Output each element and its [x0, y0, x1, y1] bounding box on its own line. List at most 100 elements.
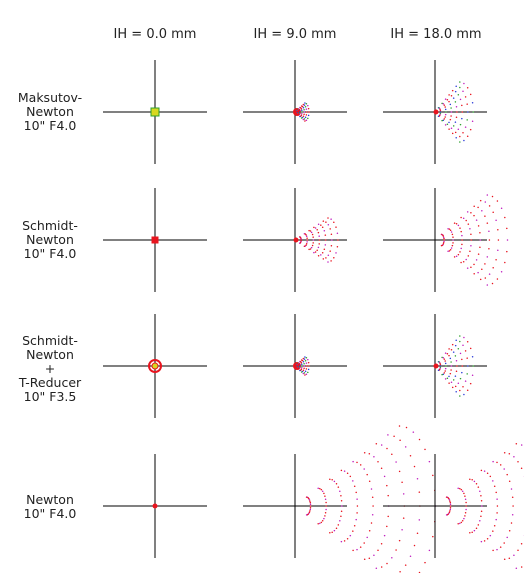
spot-point — [496, 200, 499, 202]
spot-point — [453, 256, 456, 258]
spot-point — [320, 254, 322, 256]
spot-point — [449, 508, 452, 511]
spot-point — [418, 438, 421, 441]
spot-point — [320, 521, 323, 524]
spot-point — [301, 359, 304, 362]
spot-point — [307, 371, 309, 374]
spot-point — [297, 368, 300, 370]
spot-point — [477, 225, 480, 227]
spot-point — [368, 557, 371, 560]
spot-point — [449, 500, 451, 502]
spot-point — [499, 546, 502, 548]
spot-point — [439, 366, 442, 369]
spot-point — [449, 357, 452, 360]
spot-point — [461, 234, 463, 237]
spot-point — [352, 480, 354, 482]
spot-point — [492, 460, 494, 463]
spot-point — [327, 254, 330, 257]
spot-point — [462, 217, 465, 220]
spot-point — [303, 365, 306, 367]
spot-point — [418, 519, 421, 521]
spot-point — [452, 97, 455, 99]
spot-point — [428, 549, 431, 552]
spot-point — [496, 505, 499, 507]
spot-point — [439, 109, 442, 112]
spot-point — [465, 505, 467, 507]
spot-point — [300, 117, 303, 119]
spot-point — [473, 529, 476, 532]
spot-point — [308, 365, 310, 367]
spot-point — [448, 354, 450, 357]
spot-point — [432, 535, 434, 538]
spot-point — [330, 233, 333, 235]
spot-point — [506, 227, 508, 230]
row-label-schmidt-newton-reducer: Schmidt- Newton + T-Reducer 10" F3.5 — [18, 333, 82, 404]
spot-point — [450, 369, 452, 371]
spot-point — [409, 555, 412, 558]
spot-point — [401, 481, 403, 483]
spot-point — [444, 98, 447, 100]
spot-point — [352, 460, 354, 463]
spot-point — [446, 377, 449, 379]
spot-point — [416, 478, 419, 480]
spot-point — [454, 101, 457, 103]
spot-point — [457, 382, 460, 385]
spot-point — [307, 104, 309, 107]
spot-point — [479, 246, 481, 249]
spot-point — [469, 347, 472, 350]
spot-point — [520, 566, 523, 568]
spot-point — [492, 549, 494, 552]
spot-point — [471, 101, 474, 104]
spot-point — [301, 112, 303, 115]
spot-point — [336, 246, 339, 248]
spot-point — [488, 273, 491, 275]
spot-point — [316, 229, 318, 231]
spot-point — [320, 224, 322, 226]
column-header-ih-18: IH = 18.0 mm — [390, 27, 482, 42]
spot-point — [448, 94, 450, 96]
spot-point — [473, 273, 475, 275]
spot-point — [437, 115, 440, 118]
spot-point — [308, 511, 311, 514]
spot-point — [488, 239, 491, 241]
spot-point — [455, 222, 458, 225]
spot-point — [305, 514, 308, 516]
spot-point — [309, 248, 312, 250]
spot-point — [506, 473, 508, 476]
spot-point — [470, 245, 472, 247]
spot-point — [460, 230, 462, 233]
spot-point — [466, 135, 469, 138]
spot-point — [306, 237, 308, 239]
spot-point — [309, 505, 312, 507]
spot-point — [317, 231, 320, 234]
spot-point — [517, 549, 519, 552]
spot-point — [386, 447, 388, 450]
spot-point — [459, 340, 461, 343]
spot-point — [515, 567, 518, 569]
spot-point — [339, 520, 341, 522]
spot-point — [383, 475, 386, 478]
spot-point — [447, 250, 449, 253]
spot-point — [449, 505, 452, 507]
spot-point — [464, 126, 467, 128]
spot-point — [305, 373, 308, 376]
spot-point — [359, 546, 362, 548]
spot-point — [459, 395, 461, 397]
spot-point — [488, 230, 490, 233]
spot-point — [452, 351, 455, 353]
spot-point — [445, 365, 447, 367]
spot-point — [450, 111, 453, 113]
spot-point — [368, 452, 371, 455]
spot-point — [363, 542, 365, 544]
spot-point — [337, 524, 340, 526]
spot-point — [461, 239, 463, 241]
spot-point — [375, 443, 378, 445]
spot-point — [480, 540, 483, 543]
spot-point — [444, 362, 447, 365]
spot-point — [317, 523, 319, 525]
spot-point — [439, 108, 441, 111]
spot-point — [483, 470, 486, 472]
spot-point — [459, 335, 461, 337]
spot-point — [309, 500, 311, 502]
spot-point — [443, 240, 445, 243]
